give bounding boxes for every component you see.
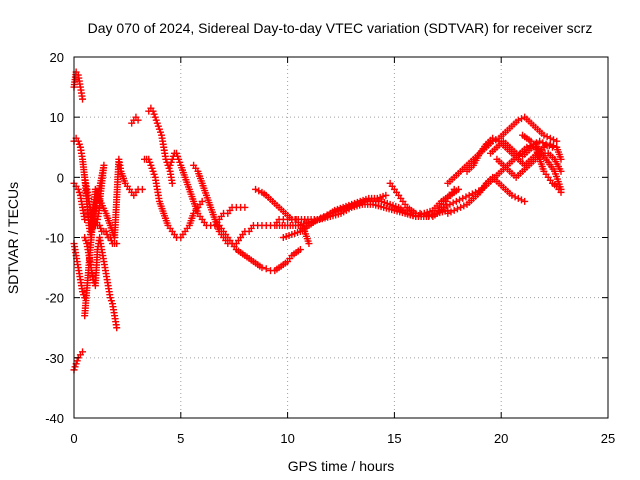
data-point-marker (540, 131, 548, 139)
data-point-marker (443, 202, 451, 210)
y-axis-title: SDTVAR / TECUs (5, 182, 21, 294)
chart-title: Day 070 of 2024, Sidereal Day-to-day VTE… (88, 20, 593, 36)
data-point-marker (440, 203, 448, 211)
data-point-marker (546, 134, 554, 142)
data-point-marker (456, 196, 464, 204)
y-tick-label: -30 (45, 351, 64, 366)
data-point-marker (540, 143, 548, 151)
data-point-marker (511, 193, 519, 201)
data-point-marker (382, 191, 390, 199)
data-point-marker (546, 140, 554, 148)
data-point-marker (514, 194, 522, 202)
y-tick-label: 10 (50, 110, 64, 125)
data-point-marker (514, 116, 522, 124)
data-point-marker (113, 324, 121, 332)
data-point-marker (459, 194, 467, 202)
axis-ticks: 0 5 10 15 20 25 -40 -30 -20 -10 0 10 20 (45, 50, 615, 446)
data-point-marker (444, 209, 452, 217)
series-arc-k (145, 104, 176, 187)
series-arc-l (166, 149, 249, 229)
data-point-marker (472, 188, 480, 196)
series-arc-y (519, 131, 565, 196)
data-point-marker (450, 185, 458, 193)
data-point-marker (457, 203, 465, 211)
data-layer (70, 68, 565, 374)
data-point-marker (465, 191, 473, 199)
series-arc-q (279, 191, 390, 241)
data-point-marker (258, 264, 266, 272)
data-point-marker (489, 134, 497, 142)
data-point-marker (462, 193, 470, 201)
data-point-marker (557, 155, 565, 163)
data-point-marker (453, 205, 461, 213)
series-arc-s (444, 113, 561, 187)
data-point-marker (543, 133, 551, 141)
data-point-marker (79, 95, 87, 103)
series-arc-a (70, 68, 87, 103)
data-point-marker (447, 208, 455, 216)
data-point-marker (305, 240, 313, 248)
x-tick-label: 15 (387, 431, 401, 446)
series-arc-j (140, 155, 206, 241)
series-arc-c (70, 179, 89, 223)
series-arc-r (386, 179, 458, 220)
data-point-marker (450, 206, 458, 214)
data-point-marker (468, 190, 476, 198)
x-tick-label: 25 (601, 431, 615, 446)
series-arc-n (215, 221, 304, 275)
data-point-marker (508, 191, 516, 199)
data-point-marker (517, 196, 525, 204)
data-point-marker (521, 197, 529, 205)
y-tick-label: 0 (57, 170, 64, 185)
data-point-marker (512, 149, 520, 157)
data-point-marker (550, 142, 558, 150)
series-arc-i (128, 113, 142, 127)
y-tick-label: -40 (45, 411, 64, 426)
x-tick-label: 10 (280, 431, 294, 446)
x-tick-label: 0 (70, 431, 77, 446)
data-point-marker (449, 199, 457, 207)
data-point-marker (81, 215, 89, 223)
x-axis-title: GPS time / hours (288, 458, 395, 474)
y-tick-label: 20 (50, 50, 64, 65)
data-point-marker (446, 200, 454, 208)
data-point-marker (252, 185, 260, 193)
data-point-marker (539, 139, 547, 147)
data-point-marker (138, 185, 146, 193)
data-point-marker (241, 203, 249, 211)
data-point-marker (492, 136, 500, 144)
x-tick-label: 5 (177, 431, 184, 446)
data-point-marker (79, 348, 87, 356)
series-arc-e (70, 348, 87, 374)
data-point-marker (543, 142, 551, 150)
data-point-marker (296, 246, 304, 254)
data-point-marker (536, 137, 544, 145)
y-tick-label: -10 (45, 231, 64, 246)
data-point-marker (557, 188, 565, 196)
data-point-marker (262, 265, 270, 273)
data-point-marker (557, 167, 565, 175)
data-point-marker (255, 187, 263, 195)
series-scatter-early (81, 155, 146, 320)
series-arc-f (81, 234, 121, 332)
data-point-marker (553, 137, 561, 145)
data-point-marker (452, 197, 460, 205)
data-point-marker (198, 197, 206, 205)
y-tick-label: -20 (45, 291, 64, 306)
data-point-marker (113, 240, 121, 248)
data-point-marker (460, 202, 468, 210)
data-point-marker (134, 116, 142, 124)
data-point-marker (168, 179, 176, 187)
data-point-marker (550, 136, 558, 144)
data-point-marker (475, 187, 483, 195)
x-tick-label: 20 (494, 431, 508, 446)
